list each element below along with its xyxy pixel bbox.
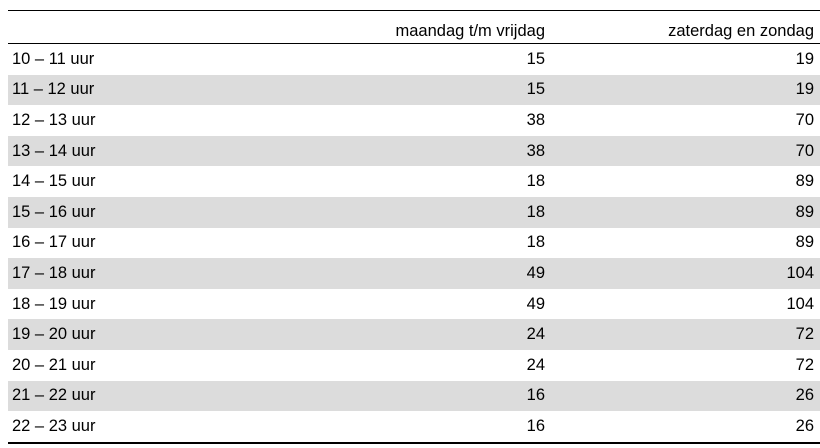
weekday-value: 24 [283,319,548,350]
row-label: 20 – 21 uur [12,355,96,374]
top-rule [8,10,820,11]
table-header: maandag t/m vrijdag zaterdag en zondag [8,11,820,44]
header-row: maandag t/m vrijdag zaterdag en zondag [8,11,820,44]
table-row: 21 – 22 uur 16 26 [8,380,820,412]
weekday-value: 15 [283,74,548,106]
weekday-value: 24 [526,355,545,374]
weekday-value: 18 [526,233,545,252]
weekend-value: 89 [548,196,820,228]
table-row: 16 – 17 uur 18 89 [8,228,820,259]
header-time [8,11,283,44]
row-label: 17 – 18 uur [8,258,283,289]
row-label: 19 – 20 uur [8,319,283,350]
header-weekend: zaterdag en zondag [668,22,814,40]
weekend-value: 72 [548,319,820,350]
weekday-value: 49 [526,294,545,313]
weekend-value: 72 [795,355,814,374]
table-row: 10 – 11 uur 15 19 [8,44,820,75]
row-label: 22 – 23 uur [12,416,96,435]
row-label: 16 – 17 uur [12,233,96,252]
weekday-value: 15 [526,49,545,68]
weekend-value: 89 [795,172,814,191]
weekday-value: 16 [283,380,548,412]
weekend-value: 89 [795,233,814,252]
table-row: 22 – 23 uur 16 26 [8,411,820,443]
table-row: 13 – 14 uur 38 70 [8,135,820,167]
table-row: 20 – 21 uur 24 72 [8,350,820,381]
weekday-value: 49 [283,258,548,289]
table-row: 19 – 20 uur 24 72 [8,319,820,350]
weekday-value: 38 [526,110,545,129]
weekend-value: 104 [548,258,820,289]
table-row: 18 – 19 uur 49 104 [8,289,820,320]
weekend-value: 26 [795,416,814,435]
table-row: 15 – 16 uur 18 89 [8,196,820,228]
weekday-value: 38 [283,135,548,167]
weekend-value: 19 [548,74,820,106]
row-label: 14 – 15 uur [12,172,96,191]
weekend-value: 26 [548,380,820,412]
row-label: 15 – 16 uur [8,196,283,228]
weekday-value: 16 [526,416,545,435]
table-row: 11 – 12 uur 15 19 [8,74,820,106]
row-label: 10 – 11 uur [12,49,95,68]
weekend-value: 70 [548,135,820,167]
table-container: maandag t/m vrijdag zaterdag en zondag 1… [8,0,820,444]
row-label: 11 – 12 uur [8,74,283,106]
header-weekday: maandag t/m vrijdag [395,22,546,40]
table-row: 17 – 18 uur 49 104 [8,258,820,289]
hourly-table: maandag t/m vrijdag zaterdag en zondag 1… [8,11,820,444]
weekday-value: 18 [283,196,548,228]
row-label: 13 – 14 uur [8,135,283,167]
weekend-value: 19 [795,49,814,68]
weekday-value: 18 [526,172,545,191]
table-body: 10 – 11 uur 15 19 11 – 12 uur 15 19 12 –… [8,44,820,443]
row-label: 18 – 19 uur [12,294,96,313]
table-row: 14 – 15 uur 18 89 [8,166,820,197]
table-row: 12 – 13 uur 38 70 [8,105,820,136]
row-label: 21 – 22 uur [8,380,283,412]
row-label: 12 – 13 uur [12,110,96,129]
weekend-value: 104 [786,294,814,313]
weekend-value: 70 [795,110,814,129]
